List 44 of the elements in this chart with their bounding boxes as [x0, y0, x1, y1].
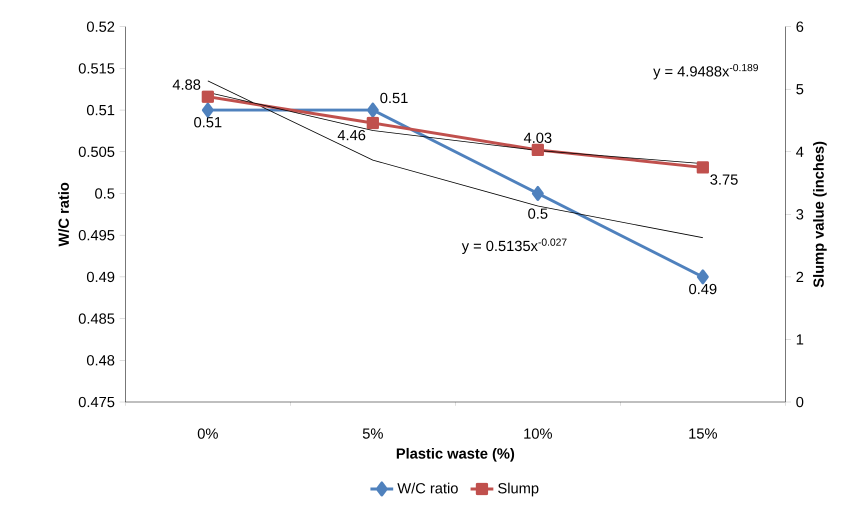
y-tick-label: 0.485	[78, 313, 114, 324]
y2-tick-label: 4	[796, 146, 804, 157]
y-tick-label: 0.49	[86, 272, 114, 282]
y2-tick-label: 0	[796, 396, 804, 408]
annotation: y = 4.9488x$^{-0.189}$	[653, 64, 758, 80]
legend-label: Slump	[498, 482, 538, 496]
point	[696, 161, 709, 174]
data-label: 0.51	[380, 92, 408, 104]
y2-tick-label: 3	[796, 209, 804, 220]
legend-label: W/C ratio	[397, 482, 458, 494]
point	[366, 102, 379, 118]
data-label: 4.03	[524, 132, 552, 143]
data-label: 4.88	[172, 79, 200, 90]
data-label: 0.5	[528, 208, 548, 219]
y-tick-label: 0.515	[78, 63, 114, 74]
point	[202, 90, 214, 103]
data-label: 4.46	[338, 130, 366, 140]
x-axis-title: Plastic waste (%)	[396, 448, 514, 462]
x-tick-label: 0%	[198, 428, 218, 439]
x-tick-label: 5%	[362, 428, 383, 439]
y-tick-label: 0.495	[78, 230, 114, 240]
y2-tick-label: 1	[796, 334, 804, 344]
y2-tick-label: 6	[796, 21, 804, 32]
y-tick-label: 0.51	[86, 104, 114, 116]
y-axis-title: W/C ratio	[58, 182, 70, 246]
y-tick-label: 0.48	[86, 355, 114, 366]
data-label: 0.49	[689, 284, 716, 294]
y2-tick-label: 5	[796, 84, 804, 94]
x-tick-label: 10%	[524, 428, 552, 439]
y-tick-label: 0.505	[78, 146, 114, 157]
y-tick-label: 0.52	[86, 21, 114, 32]
point	[202, 102, 214, 118]
data-label: 3.75	[710, 174, 738, 185]
data-label: 0.51	[194, 117, 222, 128]
y-tick-label: 0.5	[95, 188, 114, 199]
annotation: y = 0.5135x$^{-0.027}$	[462, 238, 567, 254]
point	[696, 269, 709, 284]
point	[532, 144, 544, 156]
point	[366, 116, 379, 130]
y2-tick-label: 2	[796, 272, 804, 282]
x-tick-label: 15%	[689, 428, 717, 439]
y-tick-label: 0.475	[78, 396, 114, 408]
y2-axis-title: Slump value (inches)	[813, 142, 827, 288]
point	[532, 186, 544, 201]
